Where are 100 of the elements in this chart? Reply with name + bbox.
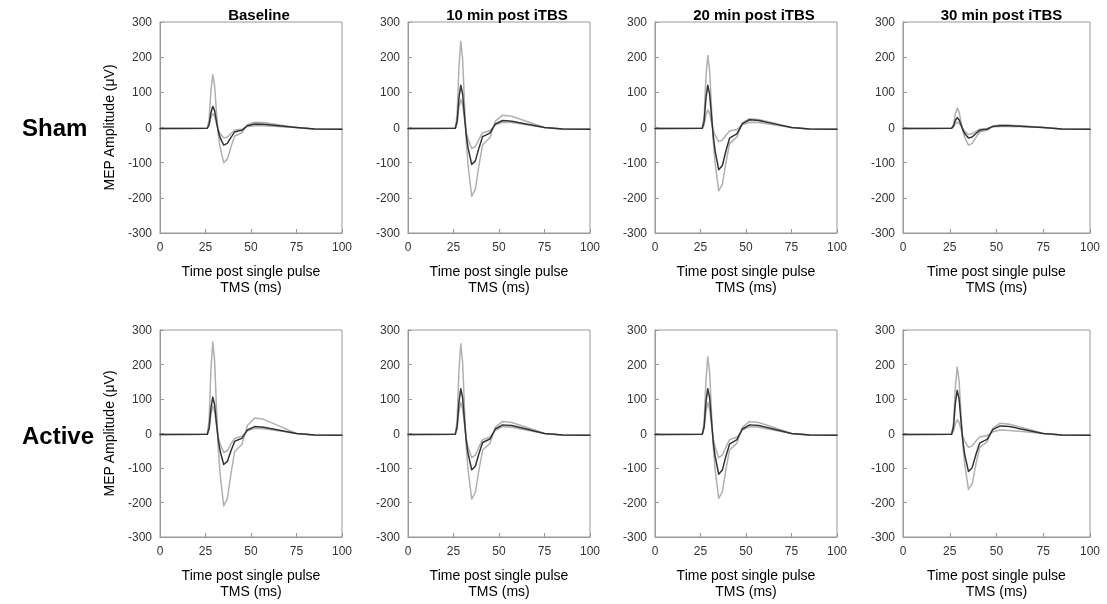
- y-tick-label: 300: [131, 323, 153, 337]
- y-tick-label: 200: [131, 50, 153, 65]
- x-tick-label: 75: [289, 544, 304, 558]
- y-tick-label: -200: [127, 495, 153, 510]
- x-tick-label: 50: [492, 240, 506, 254]
- x-tick-label: 50: [492, 544, 506, 558]
- x-tick-label: 0: [899, 544, 907, 558]
- y-tick-label: 300: [626, 323, 648, 337]
- y-tick-label: -200: [622, 190, 648, 205]
- x-tick-label: 75: [784, 240, 799, 254]
- y-tick-label: 0: [393, 120, 401, 135]
- x-tick-label: 0: [404, 240, 412, 254]
- y-tick-label: 200: [626, 50, 648, 65]
- y-tick-label: 300: [626, 15, 648, 29]
- y-tick-label: 100: [379, 392, 401, 406]
- x-tick-label: 50: [244, 544, 258, 558]
- y-tick-label: -300: [127, 530, 153, 544]
- x-tick-label: 75: [537, 240, 552, 254]
- x-tick-label: 50: [244, 240, 258, 254]
- chart-title: 30 min post iTBS: [940, 6, 1063, 23]
- y-tick-label: 300: [131, 15, 153, 29]
- x-tick-label: 0: [156, 544, 164, 558]
- x-tick-label: 25: [693, 240, 708, 254]
- y-tick-label: -100: [375, 155, 401, 170]
- y-tick-label: -200: [870, 495, 896, 510]
- y-tick-label: 100: [131, 392, 153, 406]
- x-tick-label: 25: [943, 544, 957, 558]
- y-tick-label: -100: [870, 461, 896, 475]
- x-axis-title: Time post single pulse TMS (ms): [429, 263, 569, 295]
- y-tick-label: 300: [379, 323, 401, 337]
- y-tick-label: -200: [622, 495, 648, 510]
- y-tick-label: 200: [379, 50, 401, 65]
- y-tick-label: -100: [127, 461, 153, 475]
- x-tick-label: 50: [739, 544, 753, 558]
- y-tick-label: 200: [874, 357, 896, 372]
- y-tick-label: 100: [626, 85, 648, 100]
- x-tick-label: 0: [156, 240, 164, 254]
- y-tick-label: -100: [127, 155, 153, 170]
- y-tick-label: 200: [874, 50, 896, 65]
- y-tick-label: -100: [870, 155, 896, 170]
- y-tick-label: 100: [379, 85, 401, 100]
- y-tick-label: -300: [127, 226, 153, 240]
- x-axis-title: Time post single pulse TMS (ms): [676, 567, 816, 599]
- y-tick-label: -100: [622, 155, 648, 170]
- y-tick-label: 0: [145, 426, 153, 441]
- x-tick-label: 25: [446, 544, 461, 558]
- y-tick-label: -200: [127, 190, 153, 205]
- x-tick-label: 0: [651, 240, 659, 254]
- x-axis-title: Time post single pulse TMS (ms): [181, 263, 321, 295]
- x-tick-label: 100: [331, 240, 353, 254]
- x-tick-label: 0: [899, 240, 907, 254]
- y-tick-label: -200: [870, 190, 896, 205]
- y-axis-title: MEP Amplitude (μV): [101, 370, 118, 497]
- y-tick-label: -300: [870, 530, 896, 544]
- y-tick-label: -300: [375, 226, 401, 240]
- chart-title: 10 min post iTBS: [446, 6, 568, 23]
- x-tick-label: 75: [784, 544, 799, 558]
- y-tick-label: 0: [640, 120, 648, 135]
- x-tick-label: 100: [579, 544, 601, 558]
- x-axis-title: Time post single pulse TMS (ms): [927, 263, 1067, 295]
- x-tick-label: 100: [1079, 240, 1101, 254]
- x-tick-label: 50: [989, 544, 1004, 558]
- y-tick-label: 100: [131, 85, 153, 100]
- y-tick-label: -300: [622, 530, 648, 544]
- y-tick-label: 0: [888, 120, 896, 135]
- y-axis-title: MEP Amplitude (μV): [101, 64, 118, 191]
- x-tick-label: 0: [404, 544, 412, 558]
- y-tick-label: 0: [888, 426, 896, 441]
- chart-title: Baseline: [228, 6, 290, 23]
- x-tick-label: 25: [446, 240, 461, 254]
- y-tick-label: 100: [874, 85, 896, 100]
- x-axis-title: Time post single pulse TMS (ms): [927, 567, 1067, 599]
- y-tick-label: 100: [626, 392, 648, 406]
- x-tick-label: 100: [1079, 544, 1101, 558]
- x-tick-label: 75: [289, 240, 304, 254]
- y-tick-label: 200: [626, 357, 648, 372]
- y-tick-label: -300: [622, 226, 648, 240]
- x-tick-label: 100: [579, 240, 601, 254]
- x-tick-label: 50: [739, 240, 753, 254]
- x-tick-label: 75: [1036, 240, 1051, 254]
- x-tick-label: 0: [651, 544, 659, 558]
- x-axis-title: Time post single pulse TMS (ms): [676, 263, 816, 295]
- y-tick-label: -300: [375, 530, 401, 544]
- y-tick-label: 0: [640, 426, 648, 441]
- x-tick-label: 25: [198, 240, 213, 254]
- y-tick-label: 100: [874, 392, 896, 406]
- y-tick-label: -200: [375, 190, 401, 205]
- y-tick-label: 200: [379, 357, 401, 372]
- y-tick-label: 300: [874, 323, 896, 337]
- x-tick-label: 25: [198, 544, 213, 558]
- y-tick-label: 200: [131, 357, 153, 372]
- y-tick-label: 0: [145, 120, 153, 135]
- y-tick-label: 300: [379, 15, 401, 29]
- x-tick-label: 50: [989, 240, 1004, 254]
- x-tick-label: 100: [826, 240, 848, 254]
- x-axis-title: Time post single pulse TMS (ms): [429, 567, 569, 599]
- text: Sham: [22, 114, 88, 141]
- y-tick-label: 0: [393, 426, 401, 441]
- y-tick-label: -100: [375, 461, 401, 475]
- text: Active: [22, 422, 95, 449]
